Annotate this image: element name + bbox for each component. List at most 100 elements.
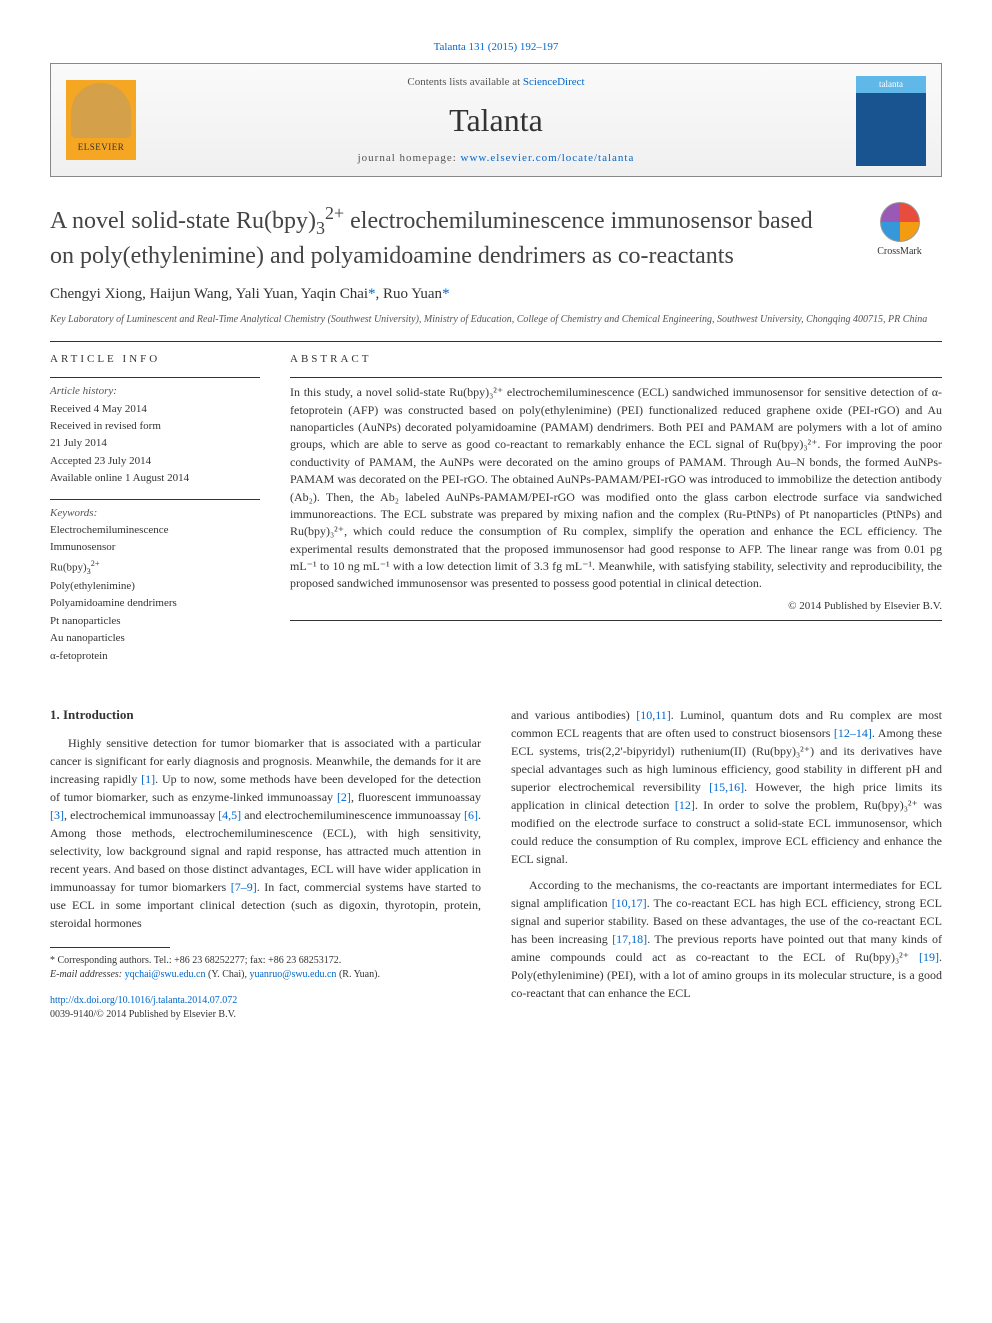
ref-7-9[interactable]: [7–9] bbox=[231, 880, 257, 894]
p1-c: , fluorescent immunoassay bbox=[351, 790, 481, 804]
ref-19[interactable]: [19] bbox=[919, 950, 939, 964]
ref-17-18[interactable]: [17,18] bbox=[612, 932, 647, 946]
journal-name: Talanta bbox=[146, 98, 846, 143]
sciencedirect-link[interactable]: ScienceDirect bbox=[523, 76, 585, 88]
ref-12-14[interactable]: [12–14] bbox=[834, 726, 872, 740]
keywords-block: Keywords: Electrochemiluminescence Immun… bbox=[50, 506, 260, 665]
crossmark-label: CrossMark bbox=[877, 246, 921, 257]
info-divider-1 bbox=[50, 377, 260, 378]
author-1: Chengyi Xiong bbox=[50, 286, 142, 302]
keyword-1: Electrochemiluminescence bbox=[50, 523, 260, 538]
doi-link[interactable]: http://dx.doi.org/10.1016/j.talanta.2014… bbox=[50, 995, 237, 1006]
footnote-separator bbox=[50, 947, 170, 948]
doi-line: http://dx.doi.org/10.1016/j.talanta.2014… bbox=[50, 994, 481, 1008]
p1-d: , electrochemical immunoassay bbox=[64, 808, 218, 822]
keyword-4: Poly(ethylenimine) bbox=[50, 579, 260, 594]
divider-top bbox=[50, 341, 942, 342]
ref-6[interactable]: [6] bbox=[464, 808, 478, 822]
email-label: E-mail addresses: bbox=[50, 969, 125, 980]
email-name-1: (Y. Chai), bbox=[205, 969, 249, 980]
intro-para-1-cont: and various antibodies) [10,11]. Luminol… bbox=[511, 706, 942, 868]
body-columns: 1. Introduction Highly sensitive detecti… bbox=[50, 706, 942, 1022]
keyword-3: Ru(bpy)32+ bbox=[50, 558, 260, 577]
email-link-2[interactable]: yuanruo@swu.edu.cn bbox=[249, 969, 336, 980]
author-4: Yaqin Chai bbox=[301, 286, 368, 302]
c2-a: and various antibodies) bbox=[511, 708, 636, 722]
elsevier-label: ELSEVIER bbox=[66, 141, 136, 154]
revised-date-2: 21 July 2014 bbox=[50, 436, 260, 451]
info-divider-2 bbox=[50, 499, 260, 500]
crossmark-widget[interactable]: CrossMark bbox=[857, 202, 942, 259]
ref-1[interactable]: [1] bbox=[141, 772, 155, 786]
keyword-8: α-fetoprotein bbox=[50, 649, 260, 664]
body-column-left: 1. Introduction Highly sensitive detecti… bbox=[50, 706, 481, 1022]
article-info-column: ARTICLE INFO Article history: Received 4… bbox=[50, 352, 260, 676]
ref-2[interactable]: [2] bbox=[337, 790, 351, 804]
ref-10-11[interactable]: [10,11] bbox=[636, 708, 671, 722]
elsevier-tree-icon bbox=[71, 83, 131, 138]
homepage-prefix: journal homepage: bbox=[358, 152, 461, 164]
revised-date-1: Received in revised form bbox=[50, 419, 260, 434]
issn-line: 0039-9140/© 2014 Published by Elsevier B… bbox=[50, 1008, 481, 1022]
title-row: A novel solid-state Ru(bpy)32+ electroch… bbox=[50, 202, 942, 271]
title-text-1: A novel solid-state Ru(bpy) bbox=[50, 208, 316, 234]
intro-para-1: Highly sensitive detection for tumor bio… bbox=[50, 734, 481, 932]
email-footnote: E-mail addresses: yqchai@swu.edu.cn (Y. … bbox=[50, 968, 481, 982]
contents-prefix: Contents lists available at bbox=[407, 76, 522, 88]
abstract-copyright: © 2014 Published by Elsevier B.V. bbox=[290, 599, 942, 614]
publisher-logo-container: ELSEVIER bbox=[66, 80, 146, 160]
title-sup: 2+ bbox=[325, 203, 344, 223]
accepted-date: Accepted 23 July 2014 bbox=[50, 454, 260, 469]
author-3: Yali Yuan bbox=[235, 286, 293, 302]
abstract-divider bbox=[290, 377, 942, 378]
contents-line: Contents lists available at ScienceDirec… bbox=[146, 75, 846, 90]
abstract-text: In this study, a novel solid-state Ru(bp… bbox=[290, 384, 942, 593]
article-title: A novel solid-state Ru(bpy)32+ electroch… bbox=[50, 202, 857, 271]
homepage-link[interactable]: www.elsevier.com/locate/talanta bbox=[461, 152, 635, 164]
sep: , bbox=[142, 286, 150, 302]
email-name-2: (R. Yuan). bbox=[336, 969, 380, 980]
sep: , bbox=[376, 286, 384, 302]
history-label: Article history: bbox=[50, 384, 260, 399]
keyword-2: Immunosensor bbox=[50, 540, 260, 555]
keyword-7: Au nanoparticles bbox=[50, 631, 260, 646]
author-2: Haijun Wang bbox=[150, 286, 229, 302]
keywords-label: Keywords: bbox=[50, 506, 260, 521]
received-date: Received 4 May 2014 bbox=[50, 402, 260, 417]
affiliation: Key Laboratory of Luminescent and Real-T… bbox=[50, 313, 942, 326]
ref-4-5[interactable]: [4,5] bbox=[218, 808, 241, 822]
p1-e: and electrochemiluminescence immunoassay bbox=[241, 808, 464, 822]
body-column-right: and various antibodies) [10,11]. Luminol… bbox=[511, 706, 942, 1022]
corr-mark-1[interactable]: * bbox=[368, 286, 376, 302]
journal-header-center: Contents lists available at ScienceDirec… bbox=[146, 75, 846, 167]
online-date: Available online 1 August 2014 bbox=[50, 471, 260, 486]
ref-15-16[interactable]: [15,16] bbox=[709, 780, 744, 794]
journal-cover-thumbnail[interactable]: talanta bbox=[856, 76, 926, 166]
ref-12[interactable]: [12] bbox=[675, 798, 695, 812]
crossmark-icon bbox=[880, 202, 920, 242]
corresponding-footnote: * Corresponding authors. Tel.: +86 23 68… bbox=[50, 954, 481, 968]
ref-10-17[interactable]: [10,17] bbox=[612, 896, 647, 910]
journal-header: ELSEVIER Contents lists available at Sci… bbox=[50, 63, 942, 177]
journal-homepage-line: journal homepage: www.elsevier.com/locat… bbox=[146, 151, 846, 166]
article-history-block: Article history: Received 4 May 2014 Rec… bbox=[50, 384, 260, 486]
ref-3[interactable]: [3] bbox=[50, 808, 64, 822]
email-link-1[interactable]: yqchai@swu.edu.cn bbox=[125, 969, 206, 980]
keyword-5: Polyamidoamine dendrimers bbox=[50, 596, 260, 611]
section-1-heading: 1. Introduction bbox=[50, 706, 481, 724]
abstract-heading: ABSTRACT bbox=[290, 352, 942, 367]
citation-link[interactable]: Talanta 131 (2015) 192–197 bbox=[434, 41, 559, 53]
abstract-column: ABSTRACT In this study, a novel solid-st… bbox=[290, 352, 942, 676]
cover-label: talanta bbox=[856, 76, 926, 93]
intro-para-2: According to the mechanisms, the co-reac… bbox=[511, 876, 942, 1002]
corr-mark-2[interactable]: * bbox=[442, 286, 450, 302]
elsevier-logo[interactable]: ELSEVIER bbox=[66, 80, 136, 160]
keyword-6: Pt nanoparticles bbox=[50, 614, 260, 629]
title-sub: 3 bbox=[316, 218, 325, 238]
info-abstract-row: ARTICLE INFO Article history: Received 4… bbox=[50, 352, 942, 676]
author-5: Ruo Yuan bbox=[383, 286, 442, 302]
author-list: Chengyi Xiong, Haijun Wang, Yali Yuan, Y… bbox=[50, 284, 942, 305]
abstract-divider-bottom bbox=[290, 620, 942, 621]
journal-citation: Talanta 131 (2015) 192–197 bbox=[50, 40, 942, 55]
article-info-heading: ARTICLE INFO bbox=[50, 352, 260, 367]
